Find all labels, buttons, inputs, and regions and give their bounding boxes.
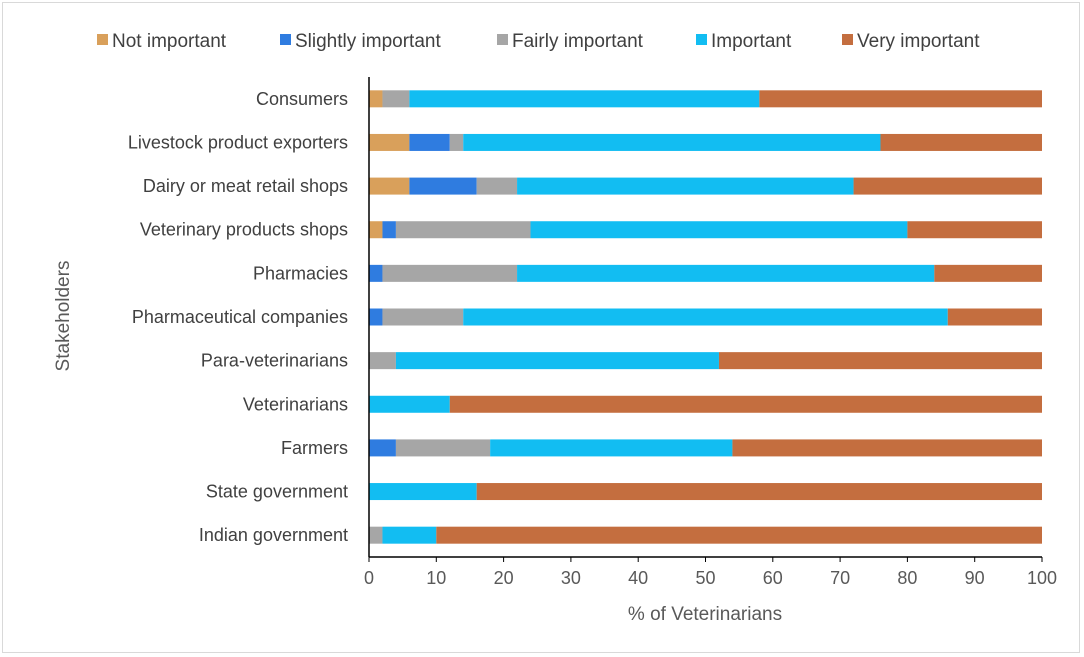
bar-pharmaceutical-companies-slightly-important xyxy=(369,308,383,326)
category-label-livestock-product-exporters: Livestock product exporters xyxy=(128,132,348,152)
bar-livestock-product-exporters-not-important xyxy=(369,133,410,151)
bar-state-government-important xyxy=(369,483,477,501)
bar-indian-government-fairly-important xyxy=(369,526,383,544)
x-tick-label-100: 100 xyxy=(1027,568,1057,588)
legend-label-very-important: Very important xyxy=(857,31,980,52)
bar-consumers-very-important xyxy=(759,90,1042,108)
legend-label-fairly-important: Fairly important xyxy=(512,31,644,52)
category-labels: Consumers Livestock product exporters Dair… xyxy=(128,89,348,545)
bar-dairy-or-meat-retail-shops-slightly-important xyxy=(409,177,477,195)
bar-indian-government-very-important xyxy=(436,526,1042,544)
bars xyxy=(369,90,1042,544)
category-label-indian-government: Indian government xyxy=(199,525,348,545)
bar-farmers-fairly-important xyxy=(395,439,491,457)
bar-consumers-important xyxy=(409,90,760,108)
x-tick-label-30: 30 xyxy=(561,568,581,588)
legend-swatch-important xyxy=(696,34,707,45)
x-tick-label-0: 0 xyxy=(364,568,374,588)
category-label-dairy-or-meat-retail-shops: Dairy or meat retail shops xyxy=(143,176,348,196)
bar-pharmacies-very-important xyxy=(934,264,1042,282)
bar-farmers-very-important xyxy=(732,439,1042,457)
legend: Not important Slightly important Fairly im… xyxy=(97,31,980,52)
bar-dairy-or-meat-retail-shops-very-important xyxy=(853,177,1042,195)
category-label-consumers: Consumers xyxy=(256,89,348,109)
legend-swatch-fairly-important xyxy=(497,34,508,45)
legend-label-not-important: Not important xyxy=(112,31,227,52)
category-label-state-government: State government xyxy=(206,482,348,502)
bar-veterinary-products-shops-slightly-important xyxy=(382,221,396,239)
x-tick-label-20: 20 xyxy=(494,568,514,588)
category-label-pharmacies: Pharmacies xyxy=(253,263,348,283)
bar-state-government-very-important xyxy=(476,483,1042,501)
bar-pharmacies-fairly-important xyxy=(382,264,518,282)
x-tick-label-90: 90 xyxy=(965,568,985,588)
bar-livestock-product-exporters-very-important xyxy=(880,133,1042,151)
x-axis: 0 10 20 30 40 50 60 70 80 90 100 xyxy=(364,77,1057,588)
category-label-pharmaceutical-companies: Pharmaceutical companies xyxy=(132,307,348,327)
bar-veterinary-products-shops-very-important xyxy=(907,221,1042,239)
legend-swatch-slightly-important xyxy=(280,34,291,45)
x-axis-title: % of Veterinarians xyxy=(628,604,782,625)
legend-label-slightly-important: Slightly important xyxy=(295,31,441,52)
bar-pharmacies-slightly-important xyxy=(369,264,383,282)
bar-livestock-product-exporters-important xyxy=(463,133,881,151)
bar-consumers-not-important xyxy=(369,90,383,108)
bar-consumers-fairly-important xyxy=(382,90,410,108)
legend-swatch-not-important xyxy=(97,34,108,45)
category-label-veterinary-products-shops: Veterinary products shops xyxy=(140,220,348,240)
bar-dairy-or-meat-retail-shops-fairly-important xyxy=(476,177,518,195)
legend-label-important: Important xyxy=(711,31,792,52)
bar-dairy-or-meat-retail-shops-important xyxy=(517,177,854,195)
bar-veterinary-products-shops-fairly-important xyxy=(395,221,531,239)
category-label-para-veterinarians: Para-veterinarians xyxy=(201,351,348,371)
bar-pharmaceutical-companies-very-important xyxy=(947,308,1042,326)
bar-para-veterinarians-important xyxy=(395,352,719,370)
bar-livestock-product-exporters-fairly-important xyxy=(449,133,464,151)
bar-farmers-important xyxy=(490,439,733,457)
category-label-farmers: Farmers xyxy=(281,438,348,458)
bar-veterinarians-important xyxy=(369,395,450,413)
bar-pharmacies-important xyxy=(517,264,935,282)
bar-veterinarians-very-important xyxy=(449,395,1042,413)
bar-farmers-slightly-important xyxy=(369,439,396,457)
legend-swatch-very-important xyxy=(842,34,853,45)
bar-dairy-or-meat-retail-shops-not-important xyxy=(369,177,410,195)
x-tick-label-60: 60 xyxy=(763,568,783,588)
bar-para-veterinarians-very-important xyxy=(718,352,1042,370)
bar-livestock-product-exporters-slightly-important xyxy=(409,133,450,151)
x-tick-label-70: 70 xyxy=(830,568,850,588)
x-tick-label-50: 50 xyxy=(695,568,715,588)
y-axis-title: Stakeholders xyxy=(53,261,74,372)
bar-para-veterinarians-fairly-important xyxy=(369,352,396,370)
bar-pharmaceutical-companies-fairly-important xyxy=(382,308,464,326)
category-label-veterinarians: Veterinarians xyxy=(243,394,348,414)
x-tick-label-40: 40 xyxy=(628,568,648,588)
x-tick-label-80: 80 xyxy=(897,568,917,588)
x-tick-label-10: 10 xyxy=(426,568,446,588)
bar-indian-government-important xyxy=(382,526,437,544)
bar-veterinary-products-shops-important xyxy=(530,221,908,239)
bar-veterinary-products-shops-not-important xyxy=(369,221,383,239)
bar-pharmaceutical-companies-important xyxy=(463,308,948,326)
